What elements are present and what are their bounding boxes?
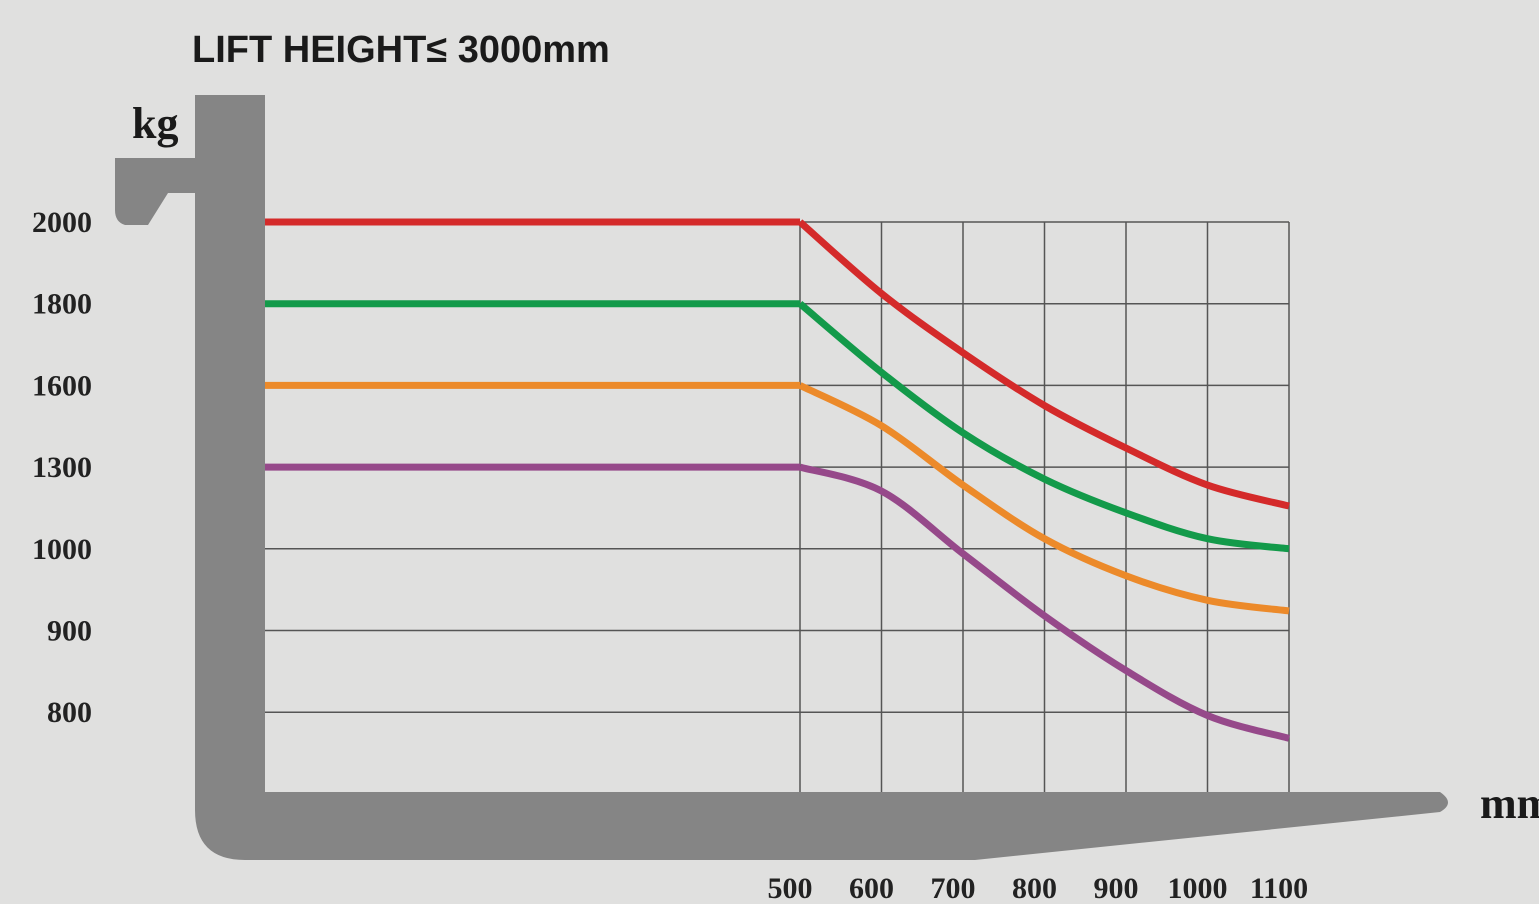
series-line — [799, 463, 1290, 742]
y-tick-label: 1000 — [32, 533, 92, 566]
x-tick-label: 1000 — [1168, 872, 1228, 904]
y-tick-label: 1800 — [32, 288, 92, 321]
y-tick-label: 900 — [47, 615, 92, 648]
chart-title: LIFT HEIGHT≤ 3000mm — [192, 29, 610, 71]
y-tick-label: 1300 — [32, 451, 92, 484]
grid — [265, 221, 1290, 792]
x-tick-label: 800 — [1012, 872, 1057, 904]
x-tick-label: 700 — [931, 872, 976, 904]
series-line — [797, 301, 1290, 553]
series-line — [797, 219, 1290, 510]
series-line — [798, 382, 1290, 615]
fork-shape — [115, 95, 1448, 860]
y-axis-label: kg — [132, 99, 178, 148]
x-tick-label: 900 — [1094, 872, 1139, 904]
x-axis-label: mm — [1480, 779, 1539, 828]
y-tick-label: 2000 — [32, 206, 92, 239]
series — [265, 218, 1290, 742]
x-tick-label: 500 — [768, 872, 813, 904]
y-tick-label: 1600 — [32, 369, 92, 402]
y-tick-label: 800 — [47, 696, 92, 729]
x-tick-label: 1100 — [1250, 872, 1308, 904]
x-tick-label: 600 — [849, 872, 894, 904]
